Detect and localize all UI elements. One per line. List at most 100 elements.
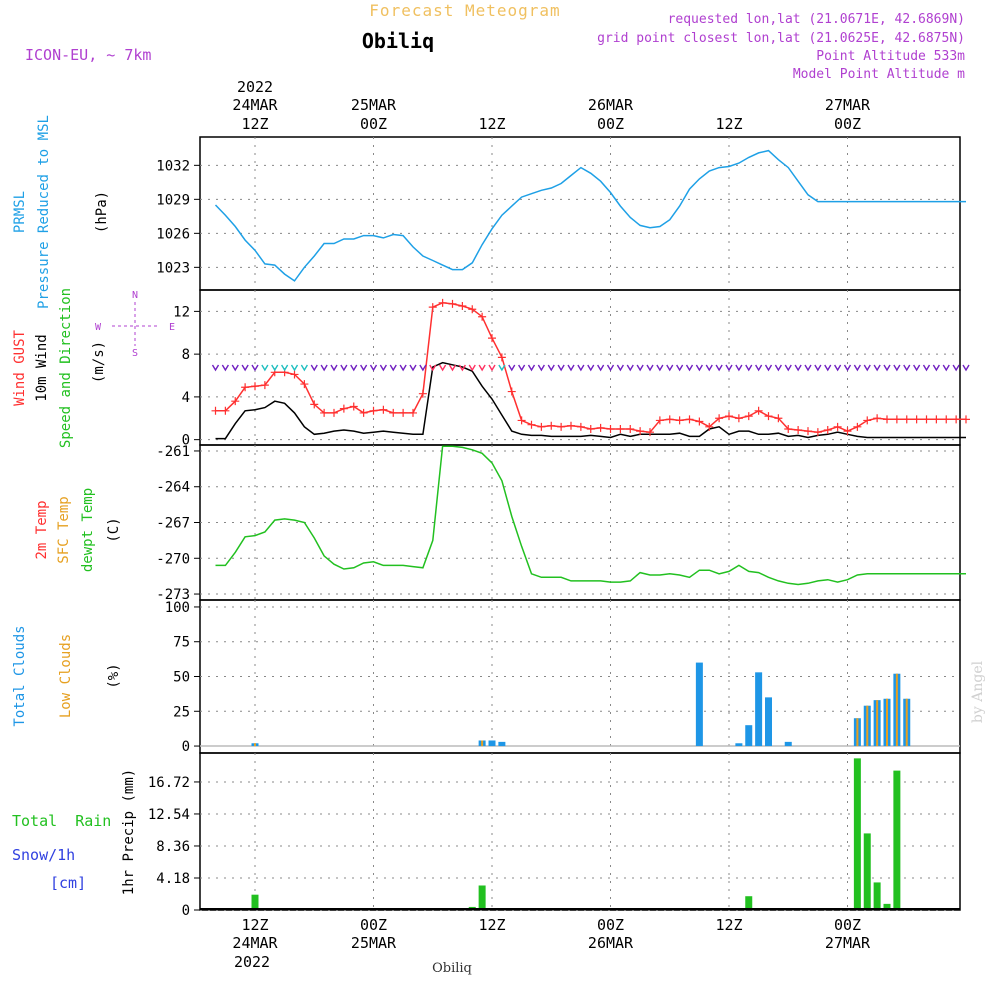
wind-arrow — [883, 364, 891, 372]
rain-bar — [853, 758, 861, 910]
rain-labels: Total Rain Snow/1h [cm] 1hr Precip (mm) — [12, 769, 137, 895]
rain-bar — [883, 903, 891, 910]
gust-marker — [438, 298, 447, 307]
wind-arrow — [656, 364, 664, 372]
rain-snow-label: Snow/1h — [12, 846, 75, 864]
wind-arrow — [636, 364, 644, 372]
ytick-label: 16.72 — [148, 775, 190, 791]
gust-marker — [813, 428, 822, 437]
gust-marker — [952, 415, 961, 424]
wind-arrow — [251, 364, 259, 372]
bottom-hour-label: 00Z — [360, 916, 387, 934]
top-hour-label: 12Z — [241, 115, 268, 133]
gust-marker — [448, 299, 457, 308]
ytick-label: 4.18 — [156, 871, 190, 887]
gust-marker — [537, 422, 546, 431]
bottom-hour-label: 12Z — [715, 916, 742, 934]
wind-arrow — [448, 364, 457, 372]
gust-marker — [892, 415, 901, 424]
cloud-bar-total — [695, 662, 703, 747]
cloud-bar-low — [866, 705, 869, 747]
wind-arrow — [537, 364, 545, 372]
rain-bar — [863, 833, 871, 910]
wind-unit-label: (m/s) — [91, 341, 107, 383]
wind-arrow — [764, 364, 773, 372]
gust-marker — [468, 305, 477, 314]
cloud-labels: Total Clouds Low Clouds (%) — [12, 625, 122, 726]
bottom-date-label: 27MAR — [825, 934, 871, 952]
prmsl-unit-label: (hPa) — [94, 191, 110, 233]
cloud-bar-total — [498, 741, 506, 747]
gust-marker — [379, 405, 388, 414]
wind-arrow — [804, 364, 812, 372]
ytick-label: 8.36 — [156, 839, 190, 855]
rain-bar — [745, 896, 753, 910]
gust-marker — [418, 389, 427, 398]
wind-arrow — [567, 364, 575, 372]
location-title: Obiliq — [362, 29, 434, 53]
gust-marker — [616, 424, 625, 433]
gust-marker — [873, 414, 882, 423]
gust-marker — [665, 415, 674, 424]
wind-arrow — [241, 364, 249, 372]
wind-direction-arrows — [211, 364, 970, 372]
gust-marker — [655, 416, 664, 425]
wind-arrow — [853, 364, 861, 372]
gust-marker — [399, 408, 408, 417]
wind-arrow — [271, 364, 279, 372]
ytick-label: -267 — [156, 516, 190, 532]
wind-arrow — [231, 364, 239, 372]
top-hour-label: 00Z — [834, 115, 861, 133]
temp-2m-label: 2m Temp — [34, 500, 50, 559]
wind-arrow — [478, 364, 486, 372]
gust-marker — [784, 424, 793, 433]
temp-sfc-label: SFC Temp — [56, 496, 72, 563]
cloud-bar-low — [886, 698, 888, 747]
wind-labels: Wind GUST 10m Wind Speed and Direction (… — [12, 288, 175, 448]
rain-bars — [200, 758, 960, 910]
wind-gust-label: Wind GUST — [12, 330, 28, 406]
temp-labels: 2m Temp SFC Temp dewpt Temp (C) — [34, 488, 122, 572]
wind-arrow — [922, 364, 931, 372]
top-hour-label: 12Z — [478, 115, 505, 133]
cloud-total-label: Total Clouds — [12, 625, 28, 726]
rain-bar — [893, 770, 901, 910]
wind-arrow — [745, 364, 753, 372]
panel-precipitation: 0 4.18 8.36 12.54 16.72 — [148, 752, 961, 919]
ytick-label: 12 — [173, 304, 190, 320]
gust-marker — [695, 417, 704, 426]
wind-arrow — [379, 364, 387, 372]
wind-arrow — [508, 364, 516, 372]
compass-e: E — [169, 322, 175, 333]
rain-bar — [251, 894, 259, 910]
ytick-label: 50 — [173, 670, 190, 686]
wind-arrow — [863, 364, 871, 372]
wind-arrow — [577, 364, 585, 372]
wind-arrow — [814, 364, 822, 372]
wind-arrow — [735, 364, 743, 372]
wind-arrow — [439, 364, 447, 372]
compass-w: W — [95, 322, 102, 333]
wind-arrow — [221, 364, 229, 372]
wind-arrow — [705, 364, 713, 372]
wind-arrow — [942, 364, 950, 372]
wind-arrow — [399, 364, 407, 372]
gust-marker — [241, 383, 250, 392]
cloud-bar-low — [905, 698, 908, 747]
prmsl-labels: PRMSL Pressure Reduced to MSL (hPa) — [12, 115, 110, 309]
ytick-label: -264 — [156, 480, 190, 496]
gust-marker — [576, 422, 585, 431]
wind-arrow — [557, 364, 565, 372]
gust-marker — [409, 408, 417, 417]
gust-marker — [527, 420, 536, 429]
wind-arrow — [932, 364, 940, 372]
wind-arrow — [300, 364, 308, 372]
wind-arrow — [597, 364, 605, 372]
gust-marker — [902, 415, 911, 424]
gust-marker — [833, 422, 842, 431]
gust-marker — [596, 423, 605, 432]
ytick-label: 75 — [173, 635, 190, 651]
wind-arrow — [913, 364, 921, 372]
wind-arrow — [340, 364, 348, 372]
